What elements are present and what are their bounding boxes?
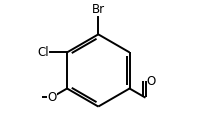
- Text: O: O: [146, 75, 155, 88]
- Text: Cl: Cl: [37, 46, 49, 59]
- Text: O: O: [47, 91, 57, 104]
- Text: Br: Br: [92, 3, 105, 16]
